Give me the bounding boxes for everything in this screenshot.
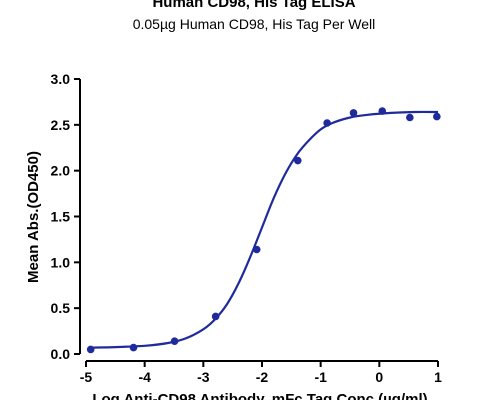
y-tick-label: 3.0 — [51, 71, 71, 87]
x-tick-label: 1 — [434, 369, 442, 385]
x-axis-ticks: -5 -4 -3 -2 -1 0 1 — [80, 361, 442, 385]
data-point — [349, 109, 358, 117]
y-tick-label: 1.5 — [51, 209, 71, 225]
y-tick-label: 2.5 — [51, 117, 71, 133]
x-axis-title: Log Anti-CD98 Antibody, mFc Tag Conc.(µg… — [92, 391, 427, 400]
data-point — [323, 119, 331, 127]
y-tick-label: 0.0 — [51, 346, 71, 362]
fit-curve — [91, 110, 439, 349]
data-point — [211, 312, 220, 321]
data-point — [170, 337, 179, 345]
y-tick-label: 0.5 — [51, 300, 71, 316]
x-tick-label: 0 — [375, 369, 383, 385]
data-point — [293, 156, 302, 165]
data-point — [252, 245, 261, 254]
x-tick-label: -3 — [197, 369, 210, 385]
data-point — [378, 107, 387, 115]
x-tick-label: -2 — [256, 369, 269, 385]
y-axis-title: Mean Abs.(OD450) — [25, 151, 42, 283]
fit-curve-layer — [91, 110, 439, 349]
chart-subtitle: 0.05µg Human CD98, His Tag Per Well — [133, 16, 376, 32]
data-point — [406, 113, 414, 122]
data-points-layer — [86, 107, 441, 354]
x-tick-label: -5 — [80, 369, 93, 385]
y-tick-label: 1.0 — [51, 254, 71, 270]
y-tick-label: 2.0 — [51, 163, 71, 179]
y-axis-ticks: 0.0 0.5 1.0 1.5 2.0 2.5 3.0 — [51, 71, 80, 362]
x-tick-label: -4 — [138, 369, 151, 385]
x-tick-label: -1 — [314, 369, 327, 385]
axes — [79, 79, 438, 362]
data-point — [433, 112, 441, 121]
data-point — [86, 345, 95, 354]
data-point — [129, 343, 138, 352]
chart-title: Human CD98, His Tag ELISA — [152, 0, 355, 11]
